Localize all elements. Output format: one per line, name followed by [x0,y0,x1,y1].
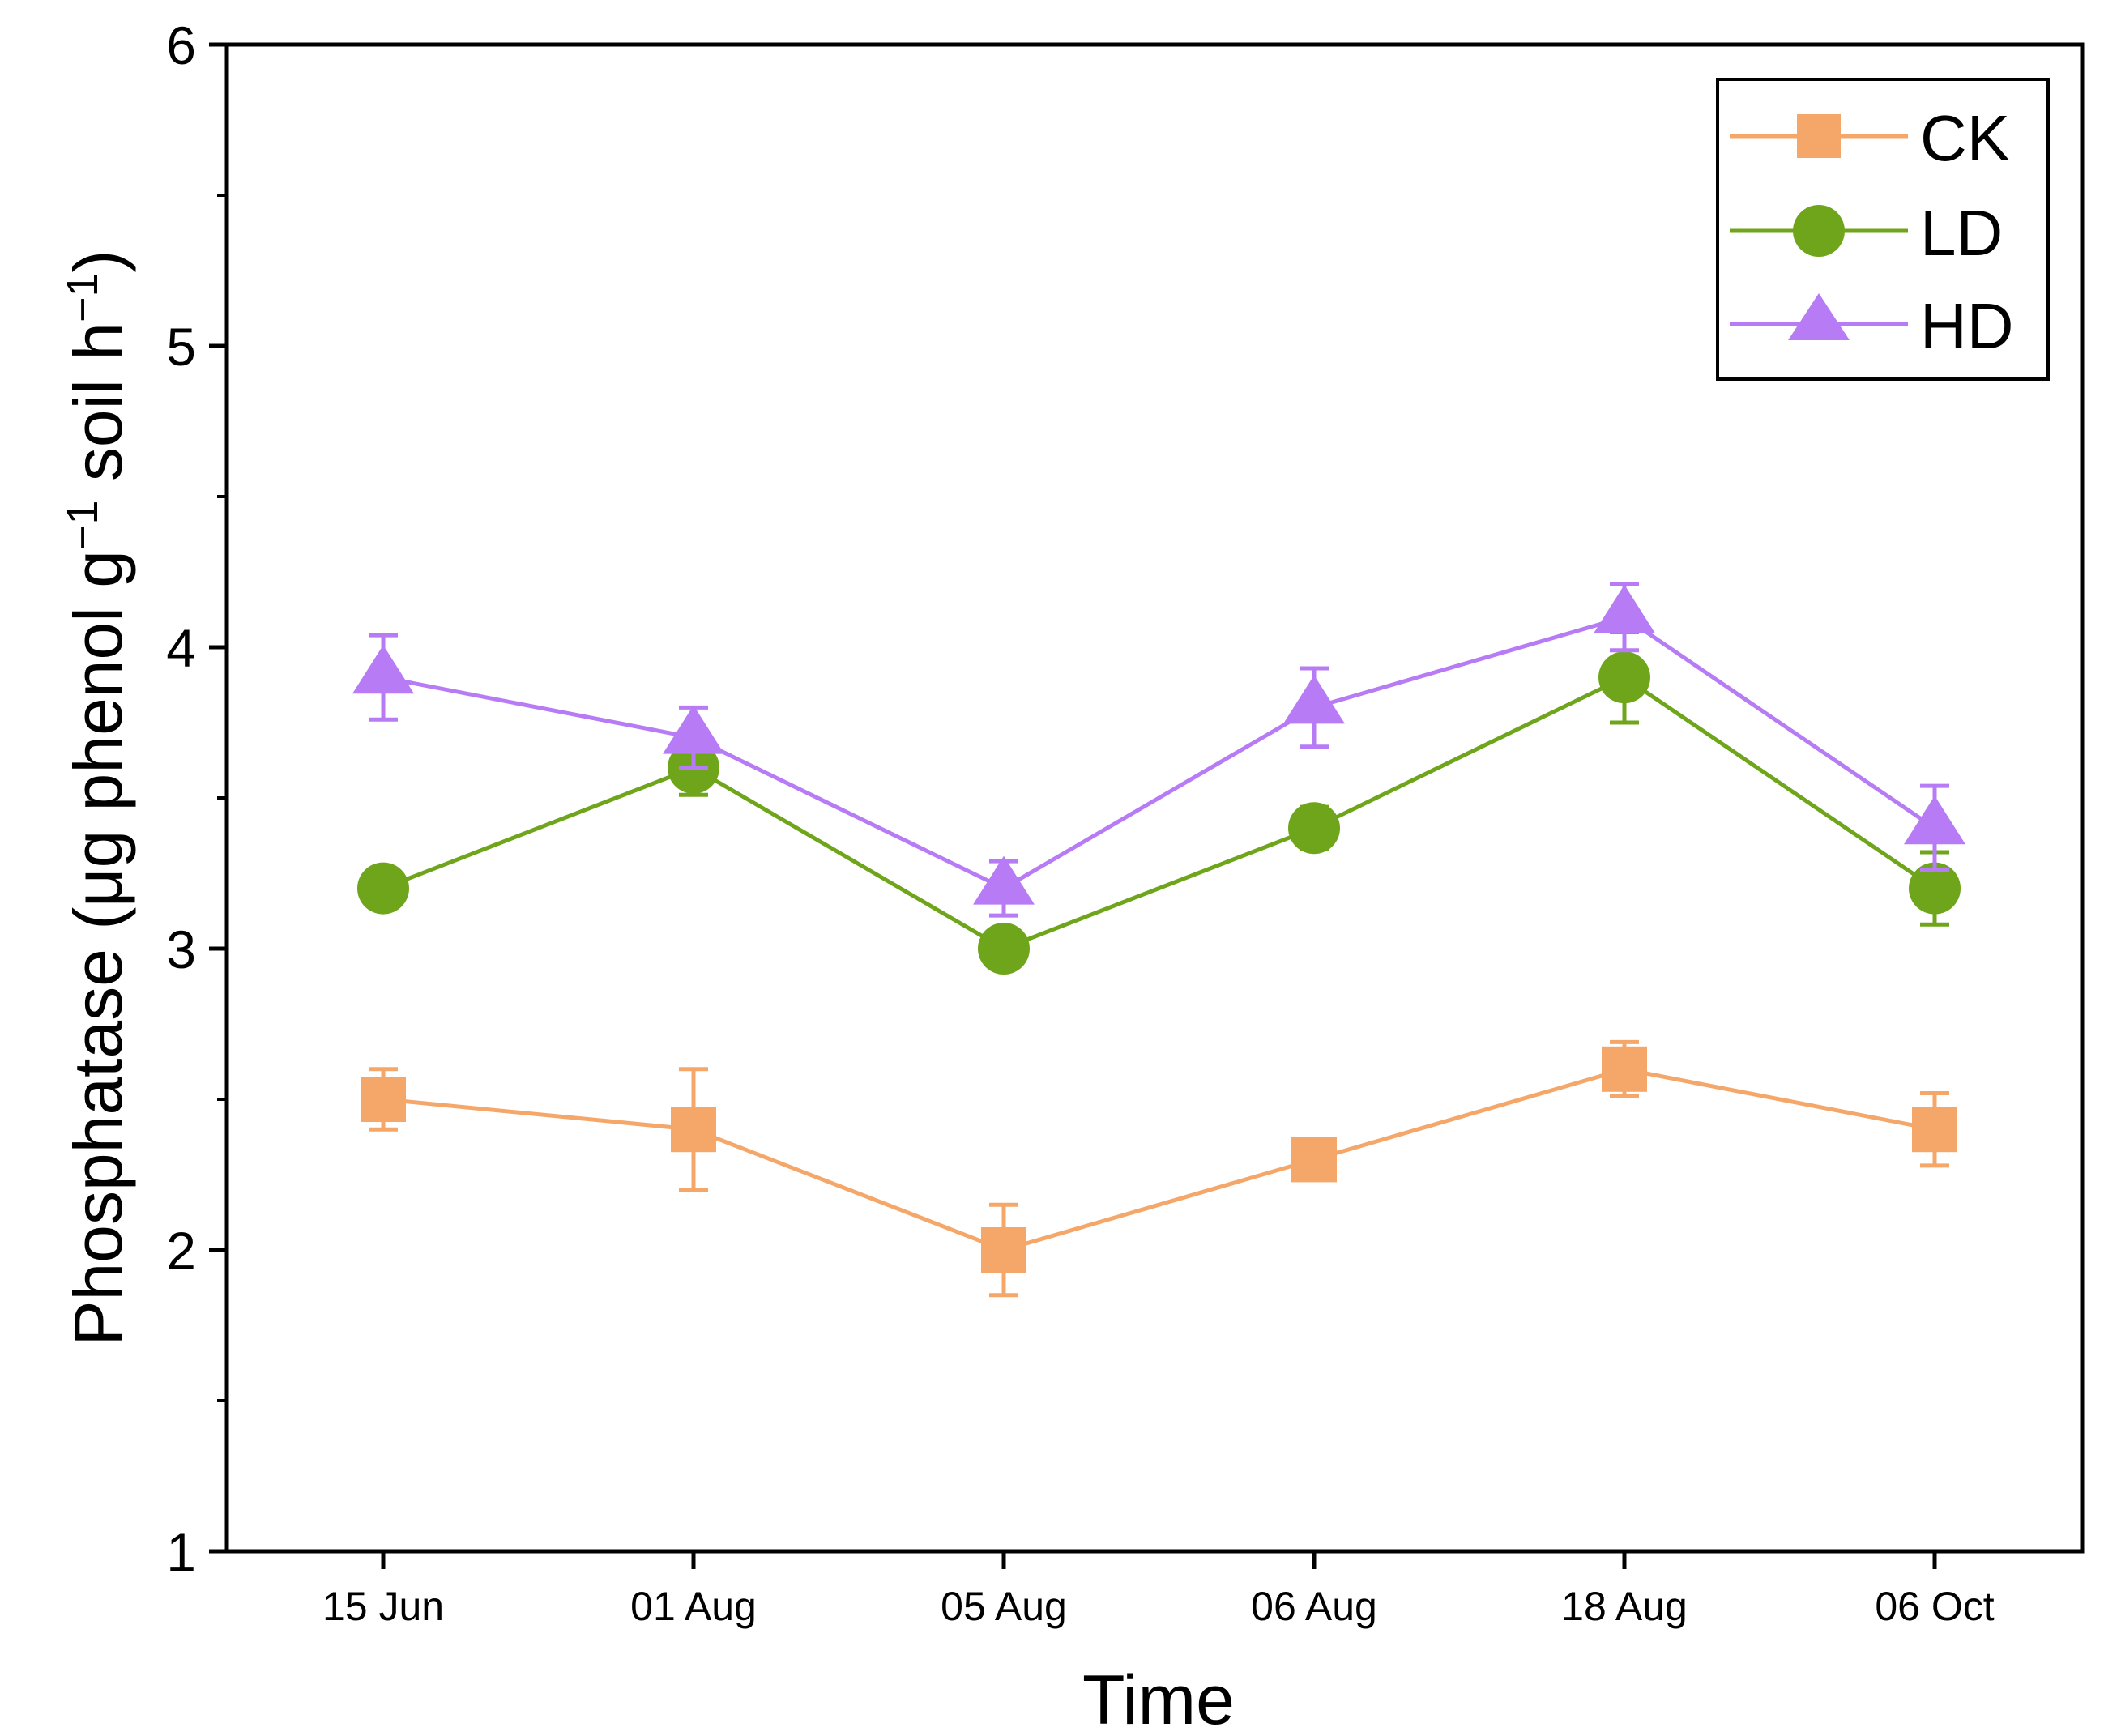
legend-label-ld: LD [1920,197,2003,269]
y-tick-label: 4 [166,618,196,678]
y-axis-label-end: ) [60,250,136,272]
data-point [1602,1046,1647,1092]
data-point [671,1107,716,1153]
legend-item-ld: LD [1730,197,2003,269]
data-point [1594,584,1655,633]
data-point [1288,802,1340,855]
y-tick-label: 2 [166,1221,196,1281]
data-point [978,923,1030,975]
data-point [1598,651,1650,704]
data-point [1912,1107,1957,1153]
data-point [1904,795,1965,845]
data-point [1283,675,1345,724]
y-tick-label: 5 [166,317,196,377]
data-point [981,1227,1026,1273]
series-line [382,615,1936,891]
data-point [663,705,724,754]
legend-item-hd: HD [1730,290,2014,362]
x-tick-label: 06 Aug [1251,1584,1377,1629]
series-line [382,675,1936,951]
legend-marker-hd [1788,293,1850,340]
y-axis-label-sup2: −1 [58,272,107,322]
x-tick-label: 18 Aug [1561,1584,1688,1629]
legend-marker-ck [1797,114,1841,158]
x-axis-label: Time [1082,1661,1235,1736]
y-axis-label-sup1: −1 [58,500,107,550]
y-axis-label: Phosphatase (μg phenol g−1 soil h−1) [58,250,136,1346]
data-point [361,1077,406,1122]
x-tick-label: 05 Aug [941,1584,1067,1629]
series-ck [361,1039,1957,1298]
x-tick-label: 01 Aug [630,1584,757,1629]
series-hd [352,582,1965,918]
y-axis: 1 2 3 4 5 6 [166,15,227,1582]
x-tick-label: 06 Oct [1875,1584,1994,1629]
y-tick-label: 3 [166,919,196,979]
data-point [973,855,1035,905]
y-axis-label-mid: soil h [60,322,136,500]
legend-marker-ld [1793,205,1845,257]
data-point [352,645,414,694]
x-axis: 15 Jun 01 Aug 05 Aug 06 Aug 18 Aug 06 Oct [322,1551,1995,1629]
data-point [1909,862,1961,915]
legend-label-ck: CK [1920,102,2010,174]
series-ld [357,629,1961,975]
legend: CK LD HD [1716,78,2050,381]
y-tick-label: 6 [166,15,196,75]
y-tick-label: 1 [166,1522,196,1582]
data-point [357,862,409,915]
legend-item-ck: CK [1730,102,2010,174]
legend-label-hd: HD [1920,290,2014,362]
y-axis-label-main: Phosphatase (μg phenol g [60,550,136,1346]
x-tick-label: 15 Jun [322,1584,444,1629]
data-point [1291,1137,1337,1183]
series-layer [352,582,1965,1298]
series-line [382,1067,1935,1252]
